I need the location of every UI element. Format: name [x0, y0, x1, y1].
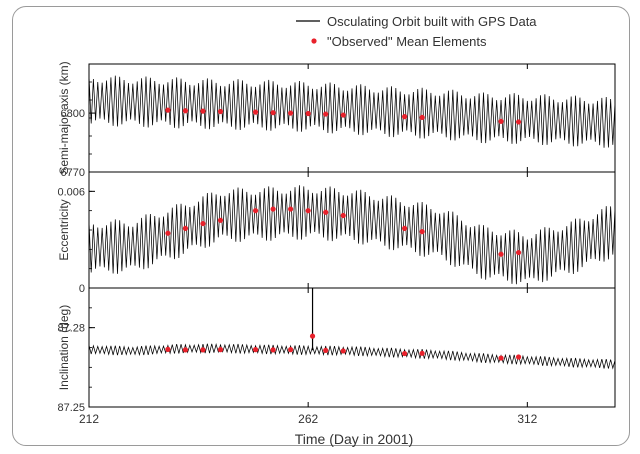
mean-element-point [288, 206, 294, 212]
osculating-orbit-line [89, 75, 615, 148]
y-tick-label: 0.006 [57, 186, 85, 198]
mean-element-point [498, 251, 504, 257]
panel-border [88, 171, 616, 289]
panel-border [88, 63, 616, 173]
mean-element-point [515, 249, 522, 256]
mean-element-point [402, 114, 408, 120]
osculating-orbit-line [89, 185, 615, 285]
mean-element-point [309, 333, 316, 339]
mean-element-point [200, 347, 206, 353]
mean-element-point [515, 354, 522, 360]
y-tick-label: 0 [79, 283, 85, 295]
mean-element-point [419, 229, 425, 235]
mean-element-point [402, 350, 408, 357]
mean-element-point [270, 347, 276, 353]
mean-element-point [165, 230, 171, 236]
y-tick-label: 87.25 [57, 402, 85, 414]
mean-element-point [340, 112, 346, 118]
mean-element-point [165, 107, 171, 113]
mean-element-point [165, 346, 171, 352]
mean-element-point [340, 212, 346, 219]
mean-element-point [305, 110, 311, 117]
mean-element-point [323, 209, 329, 215]
mean-element-point [217, 108, 224, 115]
mean-element-point [270, 206, 276, 212]
mean-element-point [217, 217, 224, 223]
mean-element-point [288, 110, 294, 116]
mean-element-point [182, 347, 189, 353]
mean-element-point [182, 225, 189, 231]
x-tick-label: 312 [517, 412, 537, 426]
y-axis-label: Eccentricity [57, 199, 71, 260]
x-tick-label: 262 [298, 412, 318, 426]
y-tick-label: 6800 [61, 108, 85, 120]
mean-element-point [515, 119, 522, 125]
x-axis-label: Time (Day in 2001) [295, 431, 414, 447]
mean-element-point [340, 348, 346, 354]
chart-frame [12, 6, 630, 446]
legend-label-mean-elements: "Observed" Mean Elements [327, 34, 487, 49]
y-tick-label: 6770 [61, 167, 85, 179]
panel-1 [88, 171, 616, 289]
y-axis-label: Inclination (deg) [57, 305, 71, 390]
mean-element-point [288, 347, 294, 353]
mean-element-point [217, 347, 224, 353]
mean-element-point [200, 220, 206, 227]
legend-label-osculating: Osculating Orbit built with GPS Data [327, 14, 537, 29]
y-tick-label: 87.28 [57, 323, 85, 335]
mean-element-point [252, 347, 259, 353]
mean-element-point [402, 225, 408, 231]
mean-element-point [252, 208, 259, 214]
mean-element-point [419, 114, 425, 121]
mean-element-point [270, 110, 276, 116]
mean-element-point [323, 111, 329, 117]
x-tick-label: 212 [79, 412, 99, 426]
mean-element-point [419, 350, 425, 356]
osculating-orbit-line [89, 342, 615, 370]
y-axis-label: Semi-major axis (km) [57, 61, 71, 174]
mean-element-point [200, 108, 206, 114]
panel-2 [88, 287, 616, 408]
panel-0 [88, 63, 616, 173]
mean-element-point [498, 118, 504, 124]
mean-element-point [323, 347, 329, 354]
mean-element-point [305, 208, 311, 214]
mean-element-point [252, 109, 259, 115]
legend-dot-swatch [311, 38, 317, 44]
mean-element-point [498, 355, 504, 361]
mean-element-point [182, 108, 189, 114]
